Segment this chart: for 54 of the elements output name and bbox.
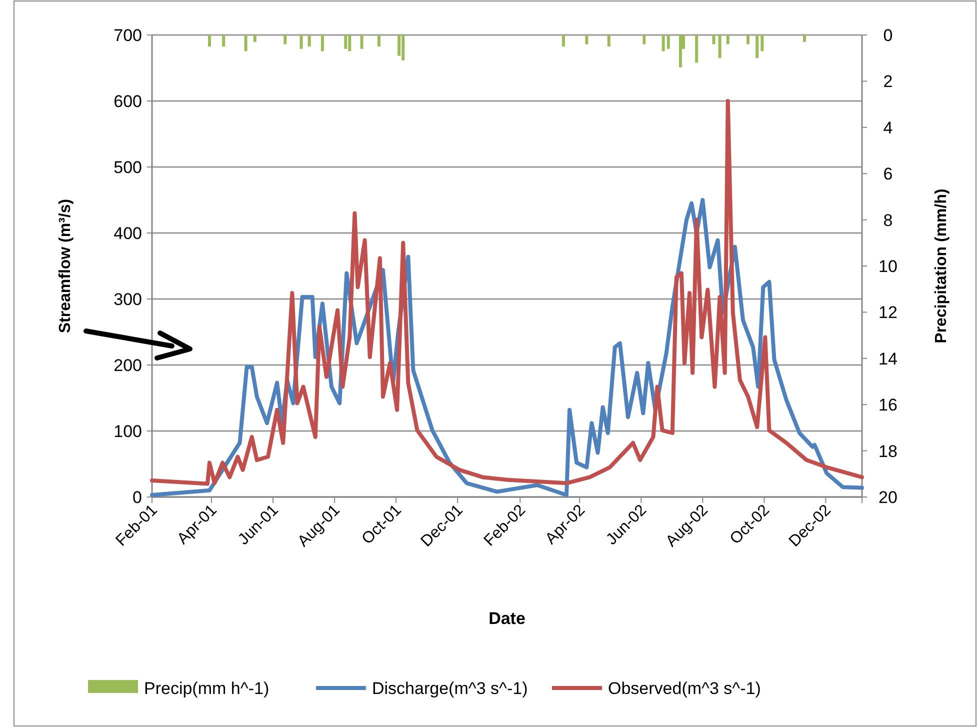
bar bbox=[662, 35, 665, 52]
bar bbox=[377, 35, 380, 47]
y2-tick-label: 0 bbox=[883, 26, 893, 45]
y-tick-label: 0 bbox=[132, 488, 142, 507]
y-tick-label: 500 bbox=[114, 158, 142, 177]
y2-tick-label: 4 bbox=[883, 118, 893, 138]
y2-tick-label: 16 bbox=[878, 396, 898, 415]
bar bbox=[253, 35, 256, 42]
y-axis-title: Streamflow (m³/s) bbox=[57, 198, 74, 334]
bar bbox=[300, 35, 303, 49]
bar bbox=[803, 35, 806, 42]
bar bbox=[348, 35, 352, 52]
y2-axis-title: Precipitation (mm/h) bbox=[933, 188, 950, 344]
bar bbox=[344, 35, 348, 49]
bar bbox=[607, 35, 610, 47]
y2-tick-label: 2 bbox=[883, 72, 893, 92]
bar bbox=[562, 35, 565, 47]
bar bbox=[284, 35, 287, 44]
bar bbox=[726, 35, 730, 44]
bar bbox=[360, 35, 364, 49]
bar bbox=[666, 35, 670, 49]
y2-tick-label: 8 bbox=[883, 210, 893, 230]
legend-label: Discharge(m^3 s^-1) bbox=[372, 678, 528, 698]
bar bbox=[222, 35, 226, 47]
bar bbox=[244, 35, 248, 52]
y2-tick-label: 12 bbox=[878, 303, 898, 322]
x-axis-title: Date bbox=[488, 609, 526, 628]
bar bbox=[712, 35, 716, 44]
y2-tick-label: 18 bbox=[878, 442, 898, 461]
bar bbox=[308, 35, 311, 47]
y-tick-label: 200 bbox=[114, 356, 142, 375]
y-tick-label: 400 bbox=[114, 224, 142, 243]
legend-label: Observed(m^3 s^-1) bbox=[608, 678, 761, 698]
y-tick-label: 100 bbox=[114, 422, 142, 441]
y2-tick-label: 10 bbox=[878, 256, 898, 276]
bar bbox=[320, 35, 324, 52]
y2-tick-label: 20 bbox=[878, 488, 898, 507]
y-tick-label: 700 bbox=[114, 26, 142, 45]
bar bbox=[760, 35, 764, 52]
y2-tick-label: 6 bbox=[883, 164, 893, 184]
bar bbox=[678, 35, 682, 68]
y-tick-label: 300 bbox=[114, 290, 142, 309]
bar bbox=[585, 35, 588, 44]
bar bbox=[208, 35, 211, 47]
bar bbox=[695, 35, 698, 63]
bar bbox=[402, 35, 405, 60]
bar bbox=[756, 35, 759, 58]
y2-tick-label: 14 bbox=[878, 349, 898, 368]
line-series bbox=[150, 99, 864, 486]
bar bbox=[718, 35, 722, 58]
bar bbox=[746, 35, 750, 44]
bar bbox=[642, 35, 646, 44]
y-tick-label: 600 bbox=[114, 92, 142, 111]
legend-label: Precip(mm h^-1) bbox=[144, 678, 270, 698]
